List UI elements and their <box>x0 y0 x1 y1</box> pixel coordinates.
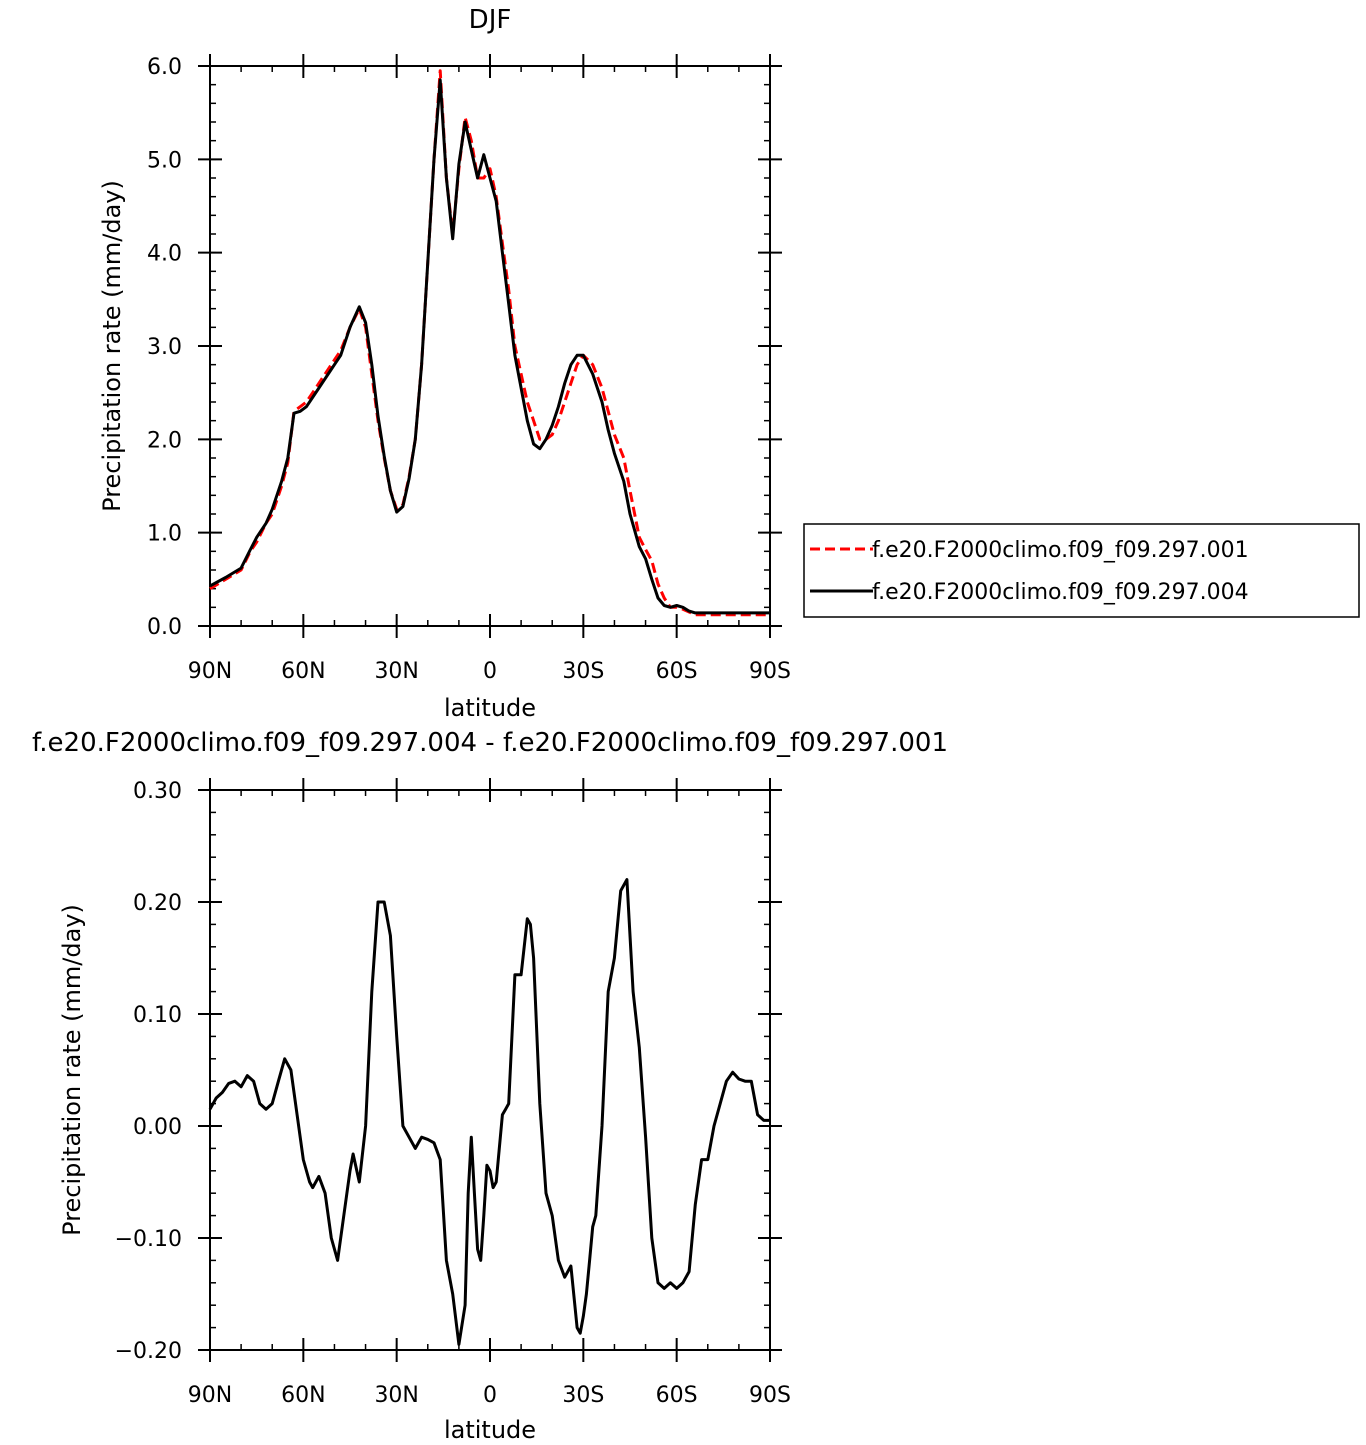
top-y-tick-label: 4.0 <box>147 242 182 267</box>
top-plot-frame <box>209 65 771 627</box>
legend: f.e20.F2000climo.f09_f09.297.001 f.e20.F… <box>803 523 1360 618</box>
bottom-x-tick-label: 60S <box>656 1383 698 1408</box>
top-x-tick-label: 60S <box>656 659 698 684</box>
top-x-tick-label: 90S <box>749 659 791 684</box>
top-series-line-0 <box>209 69 770 617</box>
top-y-tick-label: 6.0 <box>147 55 182 80</box>
top-x-ticks: 90N 60N 30N 0 30S 60S 90S <box>188 54 791 684</box>
top-y-ticks: 0.0 1.0 2.0 3.0 4.0 5.0 6.0 <box>147 55 782 640</box>
top-series-line-1 <box>209 78 770 615</box>
bottom-y-axis-label: Precipitation rate (mm/day) <box>58 904 86 1236</box>
top-chart-title: DJF <box>469 5 512 35</box>
top-x-tick-label: 0 <box>483 659 497 684</box>
top-y-tick-label: 1.0 <box>147 522 182 547</box>
top-x-tick-label: 60N <box>281 659 325 684</box>
top-y-tick-label: 3.0 <box>147 335 182 360</box>
top-y-axis-label: Precipitation rate (mm/day) <box>98 180 126 512</box>
top-x-axis-label: latitude <box>444 694 536 722</box>
top-y-tick-label: 5.0 <box>147 148 182 173</box>
bottom-plot-frame <box>209 789 771 1351</box>
legend-entry-004: f.e20.F2000climo.f09_f09.297.004 <box>872 580 1249 605</box>
legend-entry-001: f.e20.F2000climo.f09_f09.297.001 <box>872 538 1249 563</box>
bottom-x-tick-label: 60N <box>281 1383 325 1408</box>
bottom-x-tick-label: 30N <box>374 1383 418 1408</box>
top-x-tick-label: 90N <box>188 659 232 684</box>
bottom-y-tick-label: −0.10 <box>115 1227 182 1252</box>
bottom-x-tick-label: 0 <box>483 1383 497 1408</box>
top-panel: DJF 0.0 1.0 2.0 3.0 4.0 5.0 6.0 90N 60N 30N 0 30S 6… <box>98 5 791 722</box>
bottom-x-tick-label: 90S <box>749 1383 791 1408</box>
bottom-y-tick-label: 0.10 <box>133 1003 182 1028</box>
bottom-y-tick-label: 0.20 <box>133 891 182 916</box>
top-x-tick-label: 30S <box>562 659 604 684</box>
bottom-x-axis-label: latitude <box>444 1416 536 1444</box>
bottom-y-ticks: −0.20 −0.10 0.00 0.10 0.20 0.30 <box>115 779 782 1364</box>
bottom-x-tick-label: 90N <box>188 1383 232 1408</box>
top-y-tick-label: 2.0 <box>147 428 182 453</box>
bottom-y-tick-label: 0.30 <box>133 779 182 804</box>
bottom-x-ticks: 90N 60N 30N 0 30S 60S 90S <box>188 778 791 1408</box>
top-x-tick-label: 30N <box>374 659 418 684</box>
bottom-y-tick-label: 0.00 <box>133 1115 182 1140</box>
bottom-x-tick-label: 30S <box>562 1383 604 1408</box>
bottom-panel: f.e20.F2000climo.f09_f09.297.004 - f.e20… <box>32 728 948 1444</box>
bottom-chart-title: f.e20.F2000climo.f09_f09.297.004 - f.e20… <box>32 728 948 758</box>
legend-box <box>803 523 1360 618</box>
bottom-series-line-0 <box>208 878 770 1346</box>
top-series-lines <box>209 69 770 617</box>
top-y-tick-label: 0.0 <box>147 615 182 640</box>
bottom-y-tick-label: −0.20 <box>115 1339 182 1364</box>
bottom-series-lines <box>208 878 770 1346</box>
